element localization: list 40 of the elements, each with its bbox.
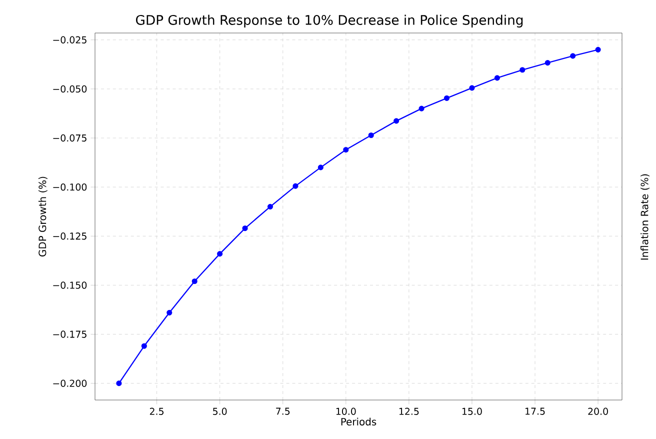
- y-axis-title: GDP Growth (%): [38, 176, 48, 256]
- point: [394, 118, 400, 124]
- y-tick-label: −0.075: [53, 134, 86, 142]
- point: [368, 132, 374, 138]
- point: [444, 95, 450, 101]
- y-tick-label: −0.200: [53, 380, 87, 387]
- y-tick-label: −0.100: [53, 183, 87, 191]
- point: [544, 60, 550, 66]
- point: [494, 75, 500, 81]
- y-tick-label: −0.175: [53, 330, 86, 338]
- point: [267, 204, 274, 210]
- point: [570, 53, 576, 59]
- x-tick-label: 20.0: [588, 408, 608, 415]
- point: [520, 67, 526, 73]
- x-axis-title: Periods: [341, 418, 376, 426]
- x-tick-label: 15.0: [462, 408, 482, 415]
- y-tick-label: −0.125: [53, 232, 86, 240]
- point: [595, 46, 601, 52]
- point: [116, 380, 122, 386]
- x-tick-label: 10.0: [336, 408, 356, 415]
- point: [242, 225, 248, 232]
- point: [166, 310, 172, 316]
- x-tick-label: 12.5: [399, 408, 419, 415]
- x-tick-label: 2.5: [150, 408, 164, 415]
- x-tick-label: 7.5: [276, 408, 290, 415]
- x-tick-label: 5.0: [213, 408, 227, 415]
- point: [141, 343, 147, 349]
- y-tick-label: −0.150: [53, 282, 87, 289]
- x-tick-label: 17.5: [526, 408, 545, 415]
- point: [192, 278, 198, 284]
- point: [418, 106, 424, 112]
- y-tick-label: −0.025: [53, 36, 86, 44]
- y-tick-label: −0.050: [53, 85, 87, 93]
- point: [217, 250, 223, 257]
- y2-axis-title: Inflation Rate (%): [640, 174, 650, 260]
- point: [343, 146, 349, 153]
- point: [469, 85, 475, 91]
- chart-title: GDP Growth Response to 10% Decrease in Police Spending: [136, 14, 523, 28]
- point: [318, 164, 324, 170]
- point: [292, 183, 298, 189]
